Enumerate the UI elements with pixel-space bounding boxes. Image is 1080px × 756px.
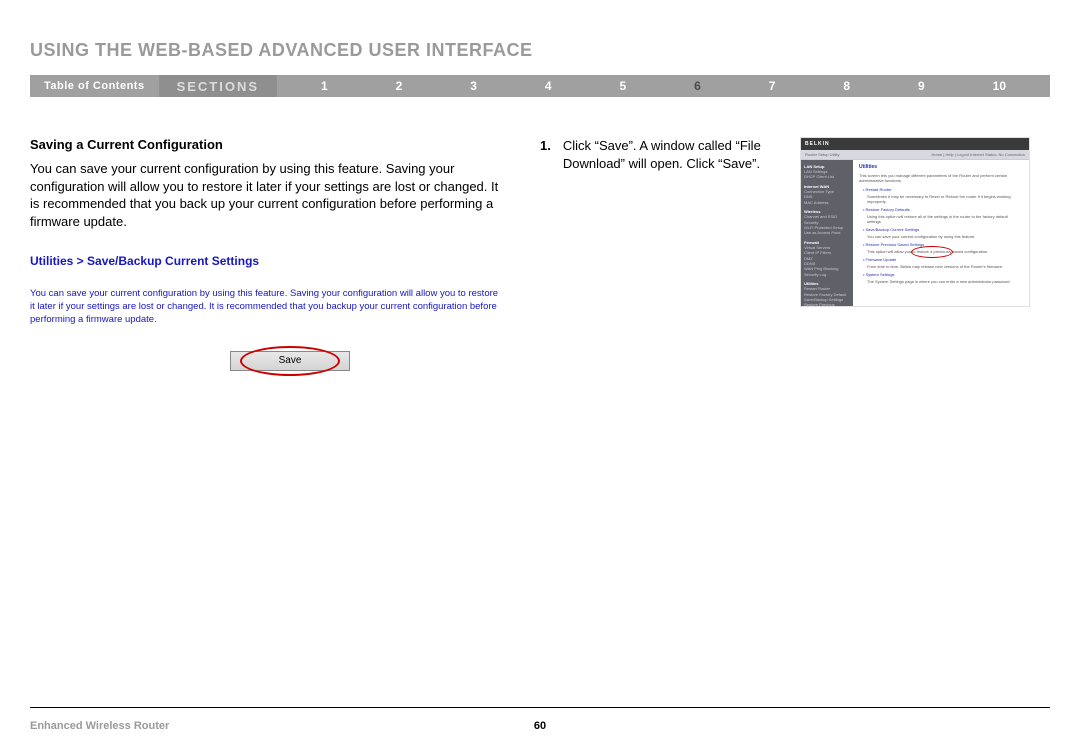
router-bullet: Restore Factory Defaults [859, 207, 1023, 212]
belkin-logo: BELKIN [805, 141, 830, 147]
sidebar-item: Use as Access Point [804, 231, 850, 236]
section-link-4[interactable]: 4 [545, 79, 552, 93]
router-main-title: Utilities [859, 164, 1023, 170]
save-button[interactable]: Save [230, 351, 350, 371]
router-toplinks: Home | Help | Logout Internet Status: No… [932, 152, 1025, 157]
section-nav-bar: Table of Contents SECTIONS 1 2 3 4 5 6 7 8 9 10 [30, 75, 1050, 97]
section-link-2[interactable]: 2 [396, 79, 403, 93]
router-bullet: System Settings [859, 272, 1023, 277]
thumbnail-highlight-circle-icon [911, 246, 953, 258]
router-bullet-desc: Sometimes it may be necessary to Reset o… [859, 194, 1023, 204]
sections-label: SECTIONS [159, 75, 277, 97]
section-link-10[interactable]: 10 [993, 79, 1006, 93]
sidebar-item: DHCP Client List [804, 175, 850, 180]
router-bullet-desc: The System Settings page is where you ca… [859, 279, 1023, 284]
intro-paragraph: You can save your current configuration … [30, 160, 510, 230]
router-title: Router Setup Utility [805, 152, 839, 157]
router-sidebar: LAN SetupLAN SettingsDHCP Client ListInt… [801, 160, 853, 306]
sidebar-item: MAC Address [804, 201, 850, 206]
sidebar-item: Security Log [804, 273, 850, 278]
section-link-5[interactable]: 5 [620, 79, 627, 93]
router-ui-thumbnail: BELKIN Router Setup Utility Home | Help … [800, 137, 1030, 307]
section-link-8[interactable]: 8 [843, 79, 850, 93]
utilities-description: You can save your current configuration … [30, 288, 500, 326]
step-text: Click “Save”. A window called “File Down… [563, 137, 770, 172]
footer-product-name: Enhanced Wireless Router [30, 720, 169, 732]
page-title: USING THE WEB-BASED ADVANCED USER INTERF… [30, 40, 1050, 61]
page-number: 60 [534, 720, 546, 732]
save-button-screenshot: Save [230, 351, 350, 371]
subheading: Saving a Current Configuration [30, 137, 510, 152]
step-1: 1. Click “Save”. A window called “File D… [540, 137, 770, 172]
router-main-panel: Utilities This screen lets you manage di… [853, 160, 1029, 306]
section-numbers: 1 2 3 4 5 6 7 8 9 10 [277, 79, 1050, 93]
utilities-breadcrumb: Utilities > Save/Backup Current Settings [30, 254, 510, 268]
step-number: 1. [540, 137, 551, 172]
section-link-6[interactable]: 6 [694, 79, 701, 93]
router-bullet: Firmware Update [859, 257, 1023, 262]
router-bullet: Save/Backup Current Settings [859, 227, 1023, 232]
section-link-7[interactable]: 7 [769, 79, 776, 93]
router-bullet-desc: From time to time, Belkin may release ne… [859, 264, 1023, 269]
router-bullet-desc: Using this option will restore all of th… [859, 214, 1023, 224]
section-link-9[interactable]: 9 [918, 79, 925, 93]
toc-link[interactable]: Table of Contents [30, 80, 159, 92]
section-link-3[interactable]: 3 [470, 79, 477, 93]
router-bullet: Restart Router [859, 187, 1023, 192]
footer-divider [30, 707, 1050, 708]
router-main-para: This screen lets you manage different pa… [859, 173, 1023, 183]
section-link-1[interactable]: 1 [321, 79, 328, 93]
sidebar-item: Restore Previous Settings [804, 303, 850, 307]
router-bullet-desc: You can save your current configuration … [859, 234, 1023, 239]
